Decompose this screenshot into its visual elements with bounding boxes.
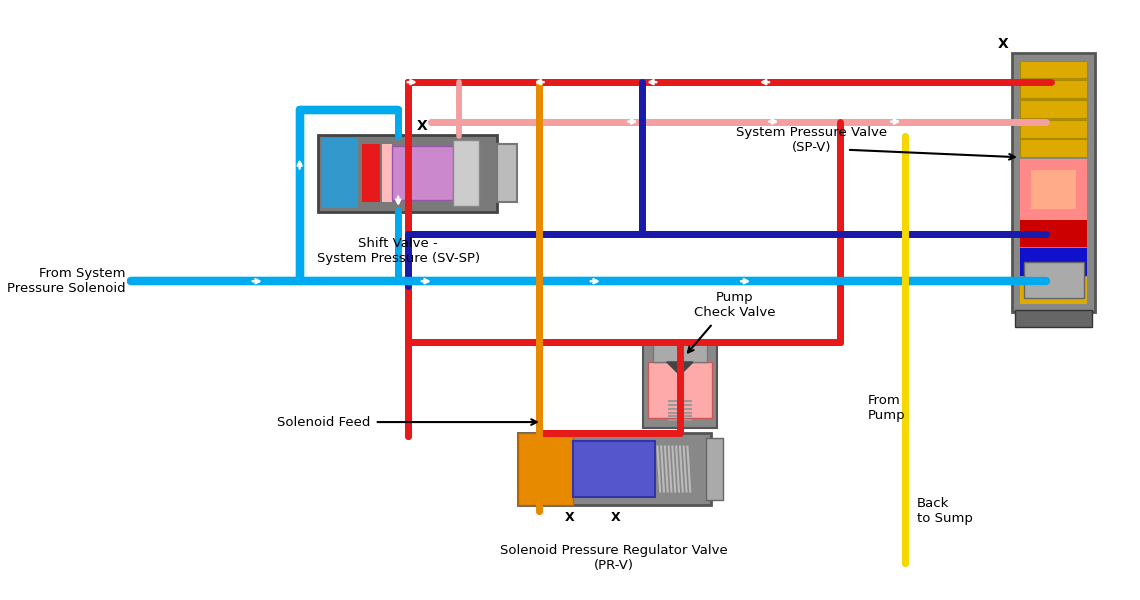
Bar	[453, 140, 479, 206]
Bar	[323, 139, 358, 208]
Bar	[497, 144, 518, 202]
Text: Solenoid Pressure Regulator Valve
(PR-V): Solenoid Pressure Regulator Valve (PR-V)	[500, 544, 728, 572]
Text: X: X	[611, 511, 621, 524]
Bar	[1024, 262, 1084, 298]
Bar	[1020, 80, 1088, 98]
Text: From System
Pressure Solenoid: From System Pressure Solenoid	[7, 267, 125, 295]
Bar	[361, 144, 381, 202]
Text: System Pressure Valve
(SP-V): System Pressure Valve (SP-V)	[736, 127, 887, 154]
Bar	[1031, 170, 1076, 209]
Bar	[648, 362, 711, 418]
Bar	[1020, 220, 1088, 247]
Bar	[1020, 139, 1088, 157]
Bar	[519, 433, 573, 505]
Text: Back
to Sump: Back to Sump	[917, 497, 972, 525]
Bar	[318, 135, 497, 212]
Bar	[382, 144, 392, 202]
Bar	[653, 341, 707, 362]
Bar	[1020, 277, 1088, 304]
Text: From
Pump: From Pump	[868, 394, 905, 422]
Bar	[1020, 159, 1088, 220]
Bar	[1020, 61, 1088, 79]
Text: Pump
Check Valve: Pump Check Valve	[694, 290, 775, 319]
Bar	[1020, 248, 1088, 275]
Text: X: X	[416, 119, 428, 133]
Text: Shift Valve -
System Pressure (SV-SP): Shift Valve - System Pressure (SV-SP)	[317, 237, 480, 265]
Text: X: X	[564, 511, 573, 524]
Bar	[392, 146, 453, 200]
Polygon shape	[667, 362, 693, 375]
Bar	[519, 433, 711, 505]
Text: X: X	[998, 37, 1008, 50]
Bar	[1020, 100, 1088, 118]
Bar	[1015, 310, 1092, 327]
Text: Solenoid Feed: Solenoid Feed	[277, 416, 370, 428]
Bar	[643, 341, 717, 428]
Bar	[1012, 53, 1094, 312]
Bar	[573, 441, 655, 497]
Bar	[706, 438, 723, 500]
Bar	[1020, 120, 1088, 137]
